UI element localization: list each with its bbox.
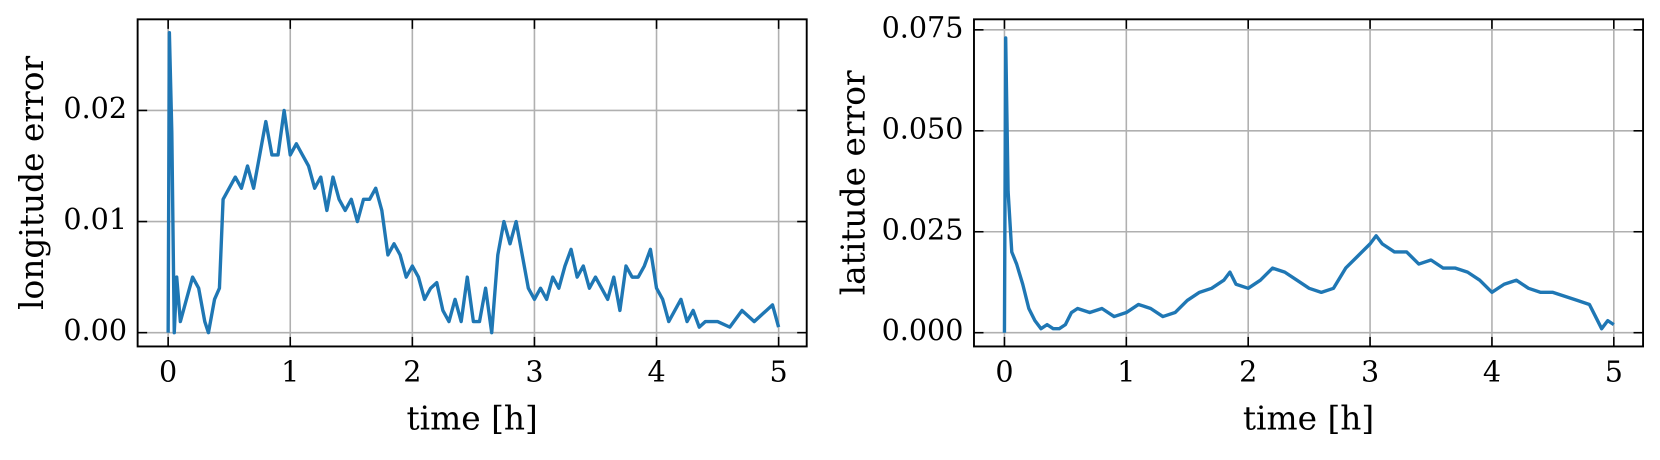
x-tick-label: 1 [1117, 354, 1135, 388]
x-tick-label: 4 [647, 354, 665, 388]
x-tick-label: 5 [770, 354, 788, 388]
y-axis-label: latitude error [834, 70, 872, 295]
x-axis-label: time [h] [407, 400, 538, 438]
data-line [166, 30, 781, 335]
data-line [1002, 36, 1615, 333]
y-tick-label: 0.000 [882, 313, 964, 347]
x-tick-label: 3 [525, 354, 543, 388]
x-axis-label: time [h] [1243, 400, 1374, 438]
x-tick-label: 3 [1361, 354, 1379, 388]
x-tick-label: 2 [1239, 354, 1257, 388]
y-axis-label: longitude error [13, 55, 51, 309]
x-tick-label: 2 [403, 354, 421, 388]
y-tick-label: 0.050 [882, 111, 964, 145]
x-tick-label: 0 [159, 354, 177, 388]
x-tick-label: 5 [1605, 354, 1623, 388]
axes-frame [973, 18, 1645, 348]
y-tick-label: 0.075 [882, 10, 964, 44]
y-tick-label: 0.01 [63, 202, 127, 236]
x-tick-label: 4 [1483, 354, 1501, 388]
y-tick-label: 0.00 [63, 313, 127, 347]
x-tick-label: 0 [995, 354, 1013, 388]
x-tick-label: 1 [281, 354, 299, 388]
y-tick-label: 0.02 [63, 91, 127, 125]
y-tick-label: 0.025 [882, 212, 964, 246]
axes-frame [136, 18, 808, 348]
